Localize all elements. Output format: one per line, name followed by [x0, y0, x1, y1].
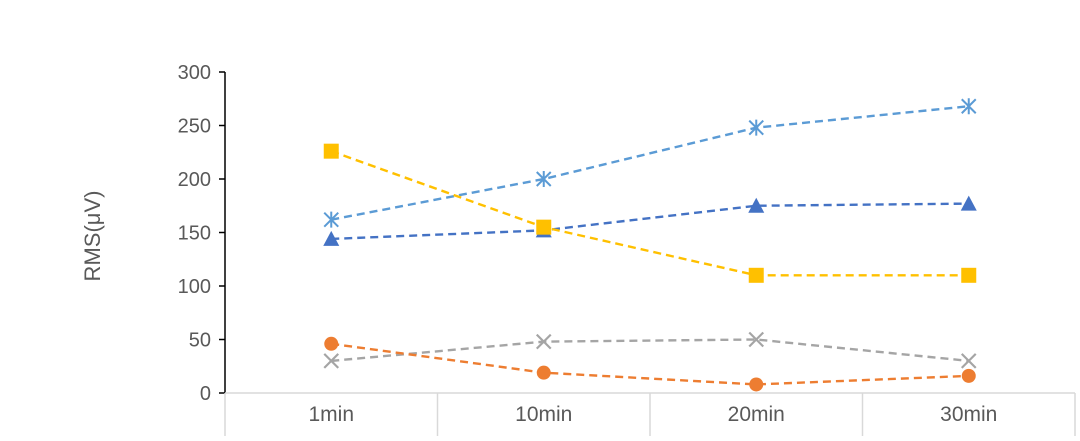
- x-tick-label: 20min: [728, 403, 785, 426]
- cross-marker: [748, 331, 765, 348]
- triangle-marker: [748, 197, 765, 213]
- circle-marker: [961, 368, 976, 383]
- asterisk-marker: [536, 171, 552, 187]
- x-tick-label: 10min: [515, 403, 572, 426]
- series-line: [331, 202, 969, 241]
- y-axis-label: RMS(μV): [80, 191, 105, 282]
- y-tick-label: 150: [178, 223, 211, 245]
- asterisk-marker: [748, 119, 764, 136]
- y-tick-label: 250: [178, 116, 211, 138]
- circle-marker: [324, 336, 339, 351]
- x-tick-label: 1min: [308, 403, 354, 426]
- triangle-marker: [960, 195, 977, 211]
- y-tick-label: 300: [178, 62, 211, 84]
- asterisk-marker: [961, 98, 977, 115]
- series-2: [323, 143, 977, 283]
- cross-marker: [323, 353, 340, 369]
- square-marker: [961, 267, 977, 283]
- y-tick-label: 100: [178, 276, 211, 298]
- square-marker: [748, 267, 764, 283]
- series-4: [324, 336, 976, 392]
- y-tick-label: 0: [200, 383, 211, 405]
- series-line: [331, 342, 969, 386]
- asterisk-marker: [323, 211, 339, 228]
- triangle-marker: [323, 230, 340, 246]
- axes: 0 50 100 150 200 250 300 1min 10min 20min 30min: [178, 62, 1076, 436]
- series-layer: [323, 98, 977, 392]
- series-line: [331, 105, 969, 221]
- cross-marker: [960, 353, 977, 369]
- series-line: [330, 150, 969, 277]
- series-0: [323, 98, 977, 228]
- square-marker: [323, 143, 339, 159]
- x-tick-label: 30min: [940, 403, 997, 426]
- y-tick-label: 200: [178, 169, 211, 191]
- circle-marker: [536, 365, 551, 380]
- circle-marker: [749, 377, 764, 392]
- square-marker: [536, 219, 552, 235]
- series-line: [331, 338, 969, 363]
- cross-marker: [535, 333, 552, 350]
- y-tick-label: 50: [189, 330, 211, 352]
- series-3: [323, 331, 977, 369]
